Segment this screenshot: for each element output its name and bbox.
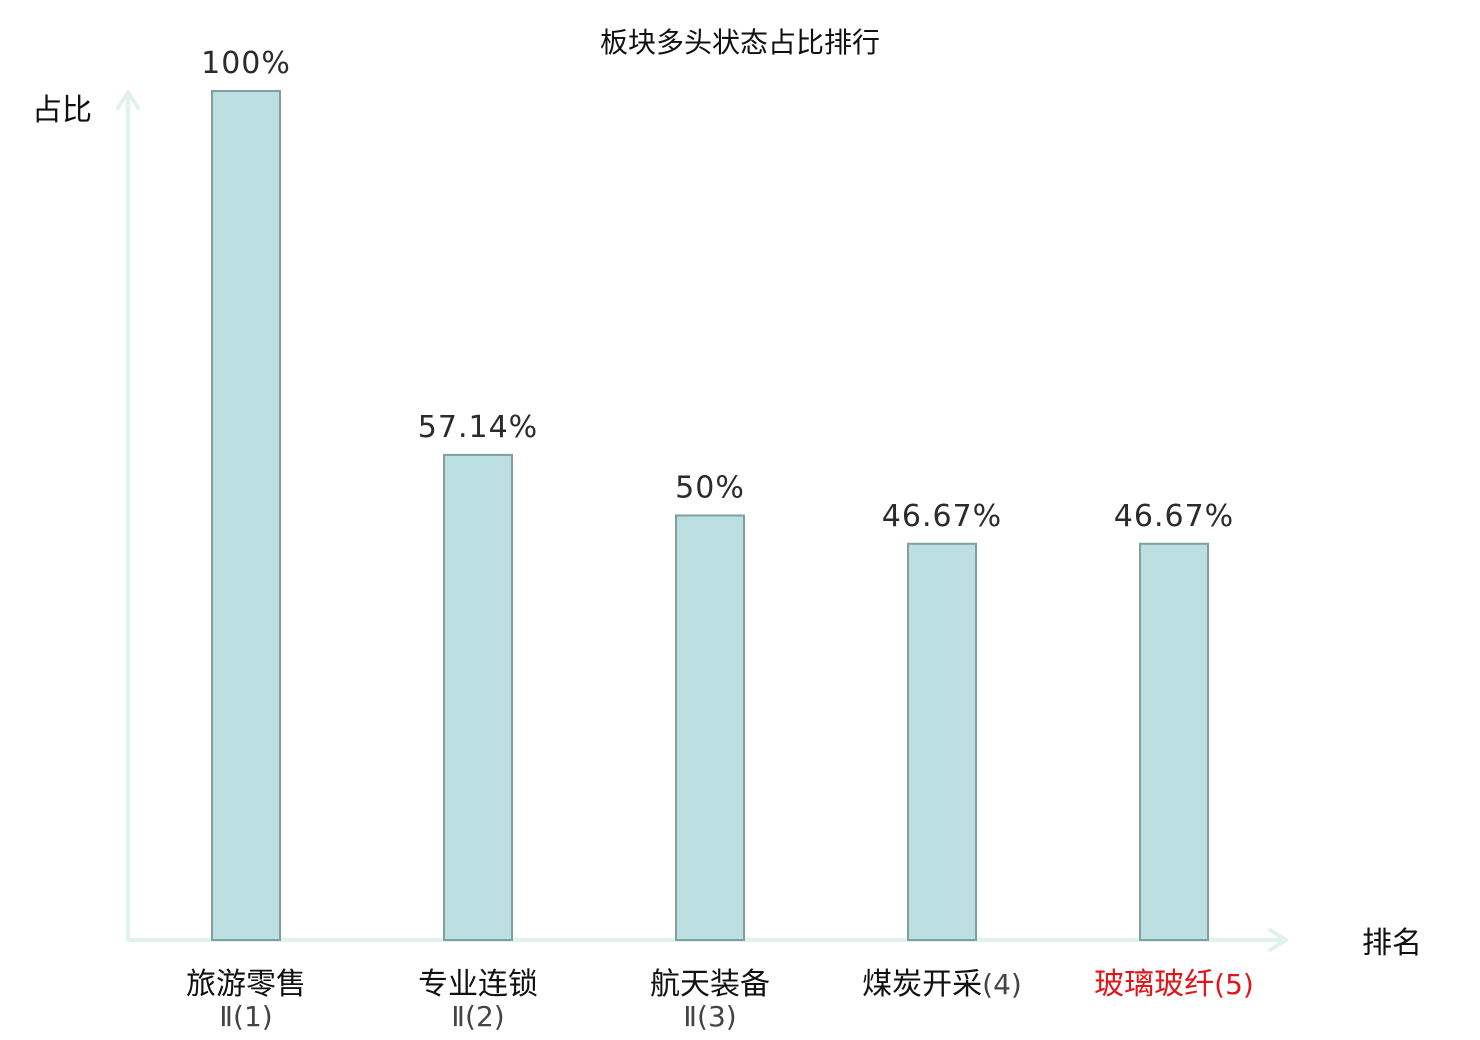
y-axis-title: 占比 <box>32 93 92 128</box>
bars-group <box>211 90 1209 942</box>
category-label-3: 航天装备 <box>650 967 770 1002</box>
category-sub-label-3: Ⅱ(3) <box>683 1000 736 1033</box>
value-labels-group: 100% 57.14% 50% 46.67% 46.67% <box>201 46 1234 534</box>
category-sub-label-2: Ⅱ(2) <box>451 1000 504 1033</box>
x-axis-title: 排名 <box>1362 926 1422 961</box>
category-name-4: 煤炭开采 <box>862 967 982 1002</box>
category-label-4: 煤炭开采(4) <box>862 967 1022 1002</box>
category-label-1: 旅游零售 <box>186 967 306 1002</box>
value-label-3: 50% <box>675 471 745 506</box>
category-name-3: 航天装备 <box>650 967 770 1002</box>
value-label-1: 100% <box>201 46 291 81</box>
value-label-5: 46.67% <box>1114 499 1234 534</box>
bar-2 <box>443 453 513 941</box>
category-rank-5: (5) <box>1214 968 1254 1001</box>
bar-1 <box>211 90 281 941</box>
chart-title: 板块多头状态占比排行 <box>600 26 880 59</box>
category-rank-4: (4) <box>982 968 1022 1001</box>
bar-5 <box>1139 542 1209 942</box>
category-label-2: 专业连锁 <box>418 967 538 1002</box>
category-name-5: 玻璃玻纤 <box>1094 967 1214 1002</box>
bar-4 <box>907 542 977 942</box>
value-label-2: 57.14% <box>418 410 538 445</box>
category-name-1: 旅游零售 <box>186 967 306 1002</box>
x-axis-arrow <box>1268 928 1288 952</box>
category-name-2: 专业连锁 <box>418 967 538 1002</box>
bar-3 <box>675 514 745 941</box>
value-label-4: 46.67% <box>882 499 1002 534</box>
category-label-5: 玻璃玻纤(5) <box>1094 967 1254 1002</box>
category-sub-label-1: Ⅱ(1) <box>219 1000 272 1033</box>
